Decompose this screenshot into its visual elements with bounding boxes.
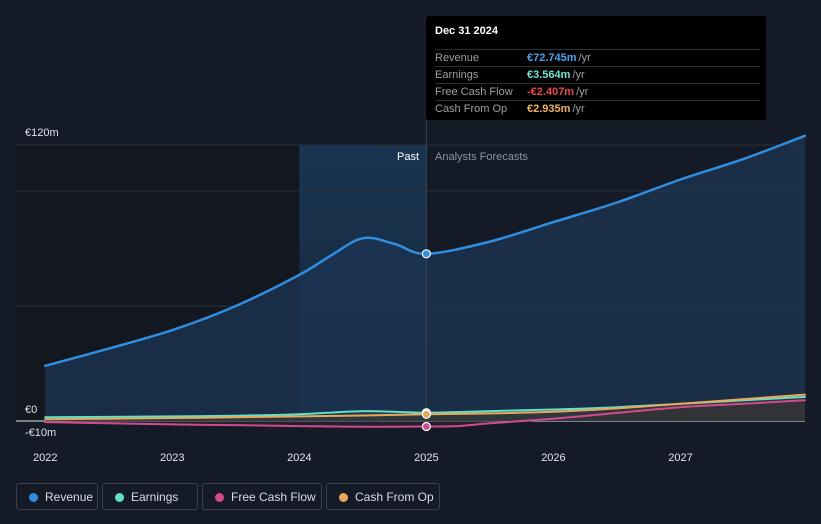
tooltip-label: Earnings — [435, 69, 479, 81]
cash-from-op-area — [45, 394, 805, 421]
tooltip-label: Revenue — [435, 52, 480, 64]
tooltip-value: -€2.407m/yr — [527, 84, 588, 101]
y-tick-label-neg10: -€10m — [25, 427, 56, 439]
hover-markers — [421, 249, 431, 432]
tooltip-date: Dec 31 2024 — [435, 25, 498, 37]
y-axis-labels: €120m €0 -€10m — [25, 127, 59, 439]
series-areas — [45, 135, 805, 427]
legend-item-cash-from-op[interactable]: Cash From Op — [326, 483, 440, 510]
tooltip-value: €3.564m/yr — [527, 67, 585, 84]
tooltip-value-text: -€2.407m — [527, 86, 575, 98]
revenue-marker — [421, 249, 431, 259]
tooltip-value-text: €2.935m — [527, 103, 571, 115]
earnings-dot-icon — [115, 493, 124, 502]
tooltip-unit: /yr — [576, 86, 589, 98]
tooltip-row-earnings: Earnings €3.564m/yr — [435, 66, 760, 84]
data-tooltip: Dec 31 2024 Revenue €72.745m/yr Earnings… — [426, 16, 766, 120]
legend-label: Earnings — [131, 490, 179, 504]
tooltip-unit: /yr — [578, 52, 591, 64]
tooltip-value: €2.935m/yr — [527, 101, 585, 118]
x-axis-labels: 2022 2023 2024 2025 2026 2027 — [33, 452, 693, 464]
tooltip-row-free-cash-flow: Free Cash Flow -€2.407m/yr — [435, 83, 760, 101]
revenue-area — [45, 135, 805, 422]
x-tick-label-2023: 2023 — [160, 452, 184, 464]
tooltip-value-text: €3.564m — [527, 69, 571, 81]
past-label: Past — [397, 151, 419, 163]
y-tick-label-120: €120m — [25, 127, 59, 139]
legend-item-revenue[interactable]: Revenue — [16, 483, 98, 510]
tooltip-row-revenue: Revenue €72.745m/yr — [435, 49, 760, 67]
tooltip-value-text: €72.745m — [527, 52, 577, 64]
revenue-line — [43, 134, 807, 368]
tooltip-label: Cash From Op — [435, 103, 508, 115]
x-tick-label-2024: 2024 — [287, 452, 311, 464]
tooltip-row-cash-from-op: Cash From Op €2.935m/yr — [435, 100, 760, 118]
legend-item-free-cash-flow[interactable]: Free Cash Flow — [202, 483, 322, 510]
free-cash-flow-line — [44, 399, 806, 428]
free-cash-flow-dot-icon — [215, 493, 224, 502]
x-tick-label-2025: 2025 — [414, 452, 438, 464]
tooltip-unit: /yr — [572, 103, 585, 115]
cash-from-op-dot-icon — [339, 493, 348, 502]
free-cash-flow-marker — [421, 421, 431, 432]
forecast-label: Analysts Forecasts — [435, 151, 528, 163]
tooltip-label: Free Cash Flow — [435, 86, 513, 98]
legend-item-earnings[interactable]: Earnings — [102, 483, 198, 510]
legend-label: Revenue — [45, 490, 94, 504]
y-tick-label-0: €0 — [25, 404, 37, 416]
x-tick-label-2027: 2027 — [668, 452, 692, 464]
legend-label: Free Cash Flow — [231, 490, 316, 504]
cash-from-op-marker — [421, 409, 431, 419]
tooltip-unit: /yr — [572, 69, 585, 81]
revenue-dot-icon — [29, 493, 38, 502]
tooltip-value: €72.745m/yr — [527, 50, 591, 67]
legend-label: Cash From Op — [355, 490, 434, 504]
x-tick-label-2022: 2022 — [33, 452, 57, 464]
x-tick-label-2026: 2026 — [541, 452, 565, 464]
